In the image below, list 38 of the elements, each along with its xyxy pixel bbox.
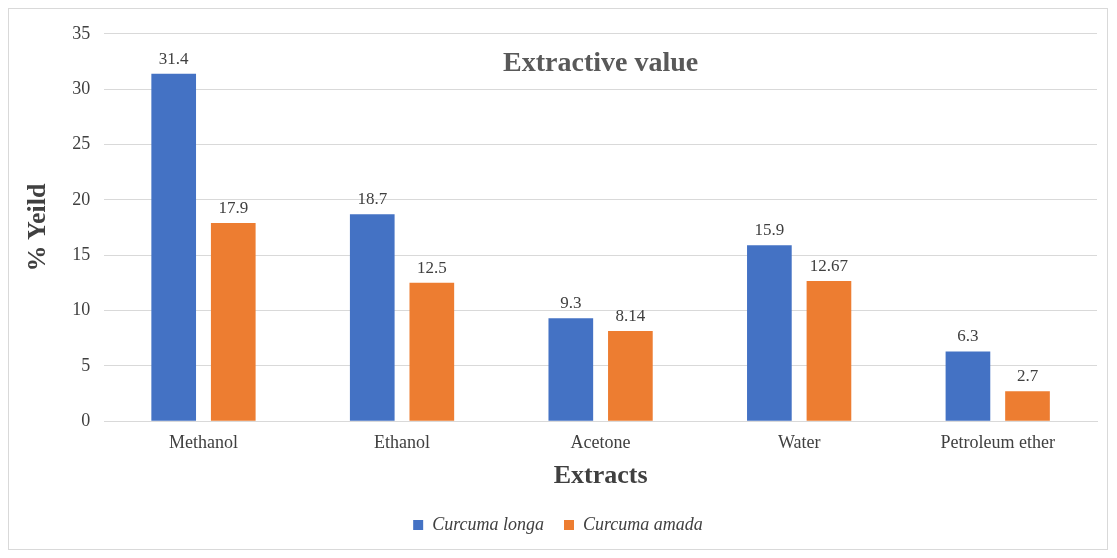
x-tick-label: Methanol [168,431,238,452]
bar [806,280,852,421]
bar [210,223,256,421]
data-label: 6.3 [957,326,979,346]
bar [349,214,395,421]
x-tick-label: Acetone [570,431,631,452]
bar [409,282,455,421]
legend-label: Curcuma longa [432,513,545,534]
x-tick-label: Water [777,431,821,452]
data-label: 15.9 [754,220,785,240]
data-label: 2.7 [1016,366,1039,386]
data-label: 12.67 [809,255,849,275]
data-label: 12.5 [416,257,447,277]
x-axis-title: Extracts [553,460,648,490]
y-tick-label: 25 [72,133,91,154]
bar [548,318,594,421]
bar [151,73,197,421]
data-label: 9.3 [560,293,582,313]
x-tick-label: Ethanol [374,431,431,452]
y-tick-label: 10 [72,299,91,320]
y-axis-title: % Yeild [22,183,52,272]
bar [1005,391,1050,421]
y-tick-label: 35 [72,22,91,43]
y-tick-label: 15 [72,243,91,264]
y-tick-label: 5 [81,354,91,375]
y-tick-label: 0 [81,409,91,430]
data-label: 17.9 [218,198,249,218]
data-label: 8.14 [615,306,646,326]
chart-title: Extractive value [503,46,699,78]
data-label: 18.7 [357,189,388,209]
legend-label: Curcuma amada [583,513,703,534]
bar [608,331,653,421]
data-label: 31.4 [158,48,190,68]
bar [747,245,792,421]
y-tick-label: 30 [72,77,91,98]
x-tick-label: Petroleum ether [940,431,1055,452]
y-tick-label: 20 [72,188,91,209]
bar [945,351,991,421]
